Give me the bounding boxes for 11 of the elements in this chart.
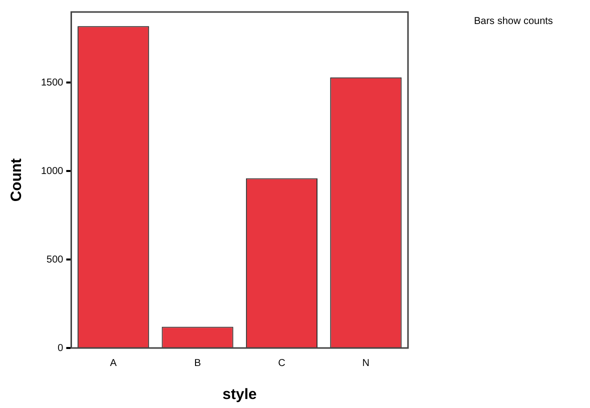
text: Bars show counts [474, 16, 553, 27]
y-tick-label: 500 [46, 254, 64, 266]
y-tick-label: 1500 [40, 77, 64, 88]
x-tick-label: N [362, 358, 370, 369]
y-axis-title: Count [8, 158, 26, 202]
x-tick-label: A [110, 358, 118, 369]
x-axis-title: style [222, 386, 257, 404]
x-tick-label: C [278, 358, 286, 369]
y-tick-label: 1000 [40, 166, 64, 177]
x-tick-label: B [194, 358, 202, 369]
y-tick-label: 0 [58, 342, 64, 354]
